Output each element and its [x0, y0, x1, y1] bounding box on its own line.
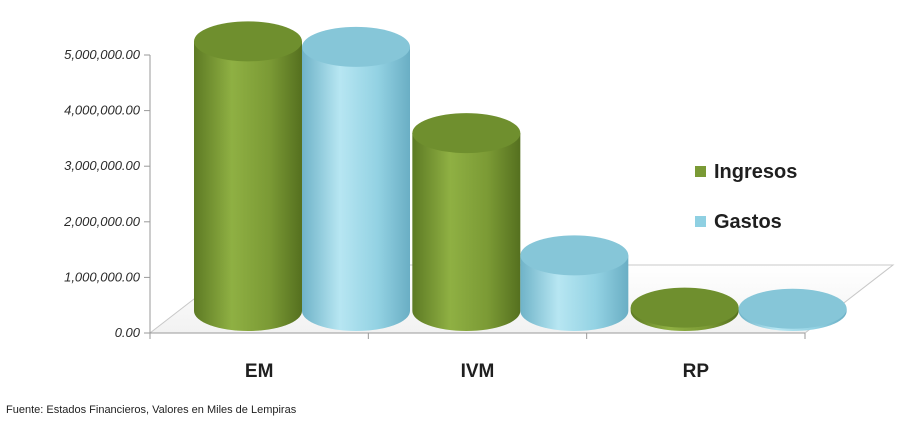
category-label-rp: RP — [683, 361, 710, 382]
y-tick-label: 3,000,000.00 — [64, 158, 141, 173]
bar-ingresos-em — [194, 21, 302, 332]
bar-ingresos-rp — [630, 287, 739, 331]
category-label-em: EM — [245, 361, 274, 382]
y-tick-label: 1,000,000.00 — [64, 269, 141, 284]
bar-ingresos-top — [412, 113, 521, 154]
bar-gastos-ivm — [520, 235, 629, 331]
legend-label-ingresos: Ingresos — [714, 161, 797, 183]
legend-label-gastos: Gastos — [714, 211, 782, 233]
bar-gastos-top — [520, 235, 629, 276]
y-tick-label: 4,000,000.00 — [64, 103, 141, 118]
legend-swatch-ingresos — [695, 166, 706, 177]
bar-gastos-top — [302, 26, 410, 67]
category-label-ivm: IVM — [461, 361, 495, 382]
bar-gastos-body — [302, 46, 410, 332]
y-tick-label: 2,000,000.00 — [63, 214, 141, 229]
bar-ingresos-body — [194, 41, 302, 332]
bar-gastos-em — [302, 26, 410, 332]
legend-swatch-gastos — [695, 216, 706, 227]
bar-ingresos-top — [630, 287, 739, 328]
bar-gastos-rp — [738, 288, 847, 331]
bar-ingresos-body — [412, 133, 521, 331]
source-note: Fuente: Estados Financieros, Valores en … — [6, 404, 297, 416]
bar-ingresos-top — [194, 21, 302, 62]
bar-gastos-body — [520, 255, 629, 331]
y-tick-label: 5,000,000.00 — [64, 47, 141, 62]
y-tick-label: 0.00 — [115, 325, 141, 340]
bar-ingresos-ivm — [412, 113, 521, 331]
bar-gastos-top — [738, 288, 847, 329]
